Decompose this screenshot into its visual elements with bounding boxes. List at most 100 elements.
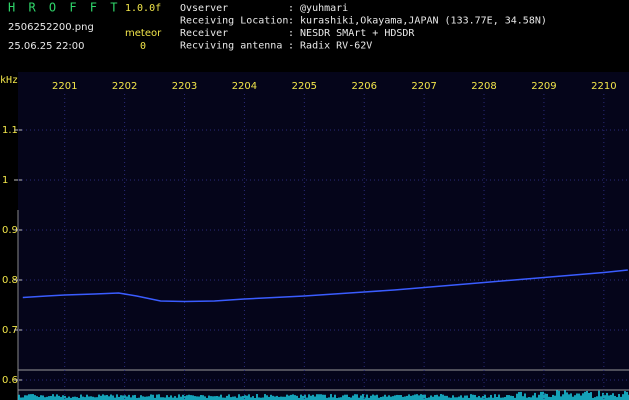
y-axis-label: kHz xyxy=(0,75,18,86)
noise xyxy=(174,396,176,400)
noise xyxy=(396,395,398,400)
noise xyxy=(498,395,500,400)
noise xyxy=(106,395,108,400)
x-tick-label: 2206 xyxy=(352,81,377,92)
noise xyxy=(178,394,180,400)
noise xyxy=(334,395,336,400)
y-tick-label: 1 xyxy=(2,175,8,186)
noise xyxy=(272,396,274,400)
app-name: H R O F F T xyxy=(8,1,120,15)
noise xyxy=(438,396,440,400)
x-tick-label: 2201 xyxy=(52,81,77,92)
noise xyxy=(68,397,70,400)
noise xyxy=(248,394,250,400)
noise xyxy=(566,392,568,400)
noise xyxy=(410,396,412,400)
noise xyxy=(388,395,390,400)
noise xyxy=(522,396,524,400)
noise xyxy=(302,396,304,400)
noise xyxy=(152,395,154,400)
noise xyxy=(312,395,314,400)
noise xyxy=(110,395,112,400)
mode: meteor xyxy=(125,28,162,39)
noise xyxy=(618,394,620,400)
noise xyxy=(52,394,54,400)
x-tick-label: 2203 xyxy=(172,81,197,92)
noise xyxy=(190,395,192,400)
noise xyxy=(382,396,384,400)
noise xyxy=(466,395,468,400)
info-label: Recviving antenna xyxy=(180,41,282,52)
info-value: : Radix RV-62V xyxy=(288,41,372,52)
noise xyxy=(300,395,302,400)
noise xyxy=(210,396,212,400)
noise xyxy=(598,391,600,400)
noise xyxy=(120,395,122,400)
noise xyxy=(112,395,114,400)
noise xyxy=(192,395,194,400)
noise xyxy=(198,397,200,400)
noise xyxy=(90,396,92,400)
noise xyxy=(294,395,296,400)
noise xyxy=(58,396,60,400)
noise xyxy=(292,394,294,400)
noise xyxy=(280,397,282,400)
noise xyxy=(508,395,510,400)
noise xyxy=(122,395,124,400)
noise xyxy=(238,394,240,400)
noise xyxy=(318,394,320,400)
noise xyxy=(440,394,442,400)
noise xyxy=(370,396,372,400)
noise xyxy=(610,395,612,400)
noise xyxy=(516,394,518,400)
noise xyxy=(226,396,228,400)
noise xyxy=(150,394,152,400)
noise xyxy=(344,395,346,400)
noise xyxy=(510,396,512,400)
noise xyxy=(596,396,598,400)
noise xyxy=(452,395,454,400)
noise xyxy=(414,394,416,400)
noise xyxy=(234,396,236,400)
noise xyxy=(524,394,526,400)
x-tick-label: 2208 xyxy=(471,81,496,92)
noise xyxy=(606,393,608,400)
noise xyxy=(576,393,578,400)
noise xyxy=(430,395,432,400)
noise xyxy=(330,394,332,400)
noise xyxy=(276,396,278,400)
noise xyxy=(458,397,460,400)
noise xyxy=(342,395,344,400)
noise xyxy=(398,395,400,400)
noise xyxy=(392,396,394,400)
noise xyxy=(220,395,222,400)
x-tick-label: 2207 xyxy=(411,81,436,92)
x-tick-label: 2205 xyxy=(292,81,317,92)
noise xyxy=(108,396,110,400)
noise xyxy=(624,391,626,400)
noise xyxy=(622,394,624,400)
noise xyxy=(588,393,590,400)
noise xyxy=(132,395,134,400)
noise xyxy=(218,396,220,400)
noise xyxy=(490,395,492,400)
noise xyxy=(252,396,254,400)
noise xyxy=(158,394,160,400)
noise xyxy=(578,394,580,400)
noise xyxy=(232,397,234,400)
noise xyxy=(434,395,436,400)
noise xyxy=(244,395,246,400)
noise xyxy=(24,395,26,400)
noise xyxy=(494,394,496,400)
noise xyxy=(412,395,414,400)
noise xyxy=(612,393,614,400)
noise xyxy=(18,395,20,400)
info-value: : @yuhmari xyxy=(288,3,348,14)
x-tick-label: 2204 xyxy=(232,81,257,92)
noise xyxy=(40,395,42,400)
noise xyxy=(512,396,514,400)
noise xyxy=(194,396,196,400)
noise xyxy=(420,394,422,400)
noise xyxy=(228,394,230,400)
noise xyxy=(134,395,136,400)
